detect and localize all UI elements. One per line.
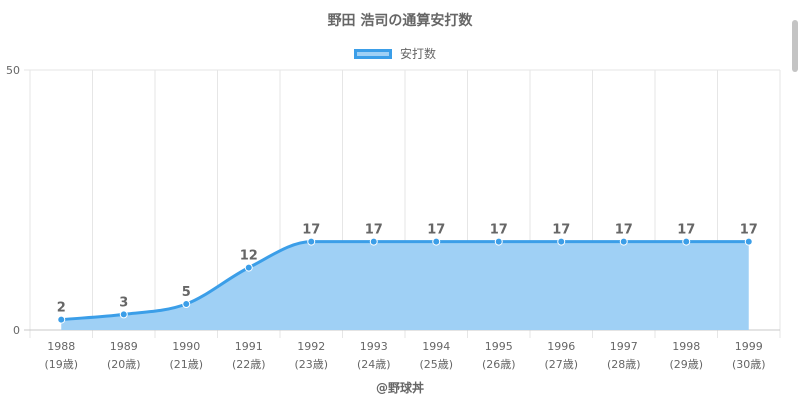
x-tick-label: 1998	[672, 340, 700, 353]
x-tick-age-label: (21歳)	[169, 358, 203, 371]
x-tick-age-label: (26歳)	[482, 358, 516, 371]
x-tick-label: 1997	[610, 340, 638, 353]
data-point	[494, 237, 503, 246]
data-point	[369, 237, 378, 246]
data-point	[57, 315, 66, 324]
y-tick-label: 0	[13, 324, 20, 337]
x-tick-age-label: (28歳)	[607, 358, 641, 371]
data-point	[557, 237, 566, 246]
legend-label: 安打数	[400, 47, 437, 61]
data-point	[244, 263, 253, 272]
data-point	[619, 237, 628, 246]
x-tick-label: 1991	[235, 340, 263, 353]
x-tick-label: 1996	[547, 340, 575, 353]
x-tick-age-label: (23歳)	[294, 358, 328, 371]
data-point	[744, 237, 753, 246]
data-label: 17	[302, 223, 320, 238]
footer-credit: @野球丼	[375, 381, 424, 395]
data-label: 17	[615, 223, 633, 238]
x-tick-age-label: (29歳)	[669, 358, 703, 371]
x-tick-label: 1990	[172, 340, 200, 353]
data-label: 12	[240, 249, 258, 264]
x-tick-age-label: (22歳)	[232, 358, 266, 371]
x-tick-label: 1993	[360, 340, 388, 353]
data-label: 5	[182, 285, 191, 300]
x-tick-age-label: (24歳)	[357, 358, 391, 371]
data-label: 17	[427, 223, 445, 238]
series-area-fill	[61, 241, 749, 330]
x-tick-label: 1995	[485, 340, 513, 353]
data-point	[182, 300, 191, 308]
data-label: 17	[365, 223, 383, 238]
scrollbar[interactable]	[788, 0, 800, 400]
y-tick-label: 50	[6, 64, 20, 77]
data-label: 2	[57, 301, 66, 316]
data-label: 17	[490, 223, 508, 238]
x-tick-age-label: (20歳)	[107, 358, 141, 371]
x-tick-label: 1999	[735, 340, 763, 353]
scrollbar-thumb[interactable]	[792, 20, 798, 72]
data-label: 17	[677, 223, 695, 238]
data-point	[119, 310, 128, 319]
data-point	[307, 237, 316, 246]
x-tick-label: 1989	[110, 340, 138, 353]
legend[interactable]: 安打数	[354, 45, 436, 62]
data-label: 3	[119, 295, 128, 310]
data-point	[432, 237, 441, 246]
x-tick-label: 1988	[47, 340, 75, 353]
data-label: 17	[552, 223, 570, 238]
x-tick-age-label: (25歳)	[419, 358, 453, 371]
x-tick-age-label: (19歳)	[44, 358, 78, 371]
data-label: 17	[740, 223, 758, 238]
x-tick-age-label: (27歳)	[544, 358, 578, 371]
chart-title: 野田 浩司の通算安打数	[327, 13, 473, 29]
x-tick-label: 1994	[422, 340, 450, 353]
data-point	[682, 237, 691, 246]
x-tick-label: 1992	[297, 340, 325, 353]
x-tick-age-label: (30歳)	[732, 358, 766, 371]
legend-swatch	[354, 48, 392, 59]
